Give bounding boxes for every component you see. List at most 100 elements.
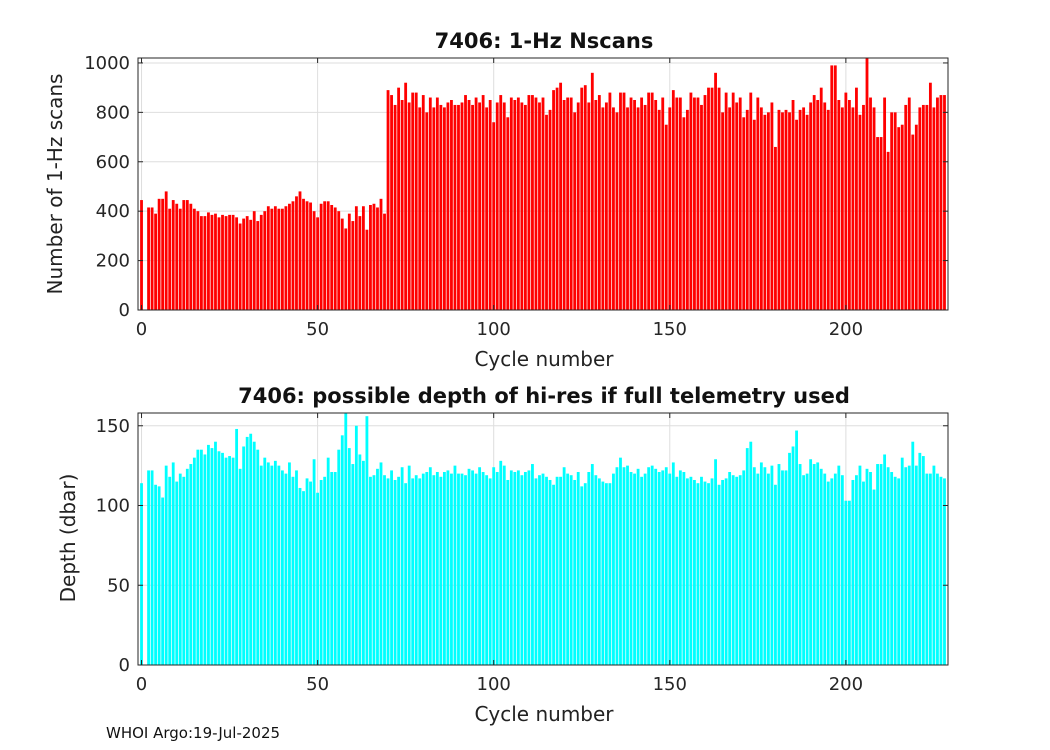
- depth-bar-cycle-108: [520, 475, 524, 665]
- depth-bar-cycle-92: [464, 475, 467, 665]
- depth-bar-cycle-225: [932, 465, 936, 665]
- depth-y-tick-label-2: 100: [96, 496, 130, 517]
- nscans-bar-cycle-75: [404, 82, 408, 311]
- nscans-bar-cycle-79: [418, 107, 422, 310]
- depth-bar-cycle-135: [615, 467, 619, 665]
- depth-bar-cycle-60: [351, 464, 355, 665]
- nscans-bar-cycle-30: [245, 216, 249, 310]
- depth-bar-cycle-196: [830, 478, 834, 665]
- depth-bar-cycle-106: [513, 472, 517, 665]
- nscans-bar-cycle-195: [826, 109, 830, 310]
- nscans-bar-cycle-161: [707, 87, 710, 311]
- nscans-bar-cycle-225: [932, 107, 936, 310]
- nscans-bar-cycle-94: [471, 104, 474, 310]
- nscans-bar-cycle-8: [168, 208, 172, 310]
- nscans-bar-cycle-184: [788, 112, 791, 310]
- nscans-bar-cycle-169: [735, 102, 739, 310]
- depth-bar-cycle-33: [256, 449, 260, 665]
- nscans-bar-cycle-159: [700, 104, 703, 310]
- nscans-bar-cycle-70: [386, 90, 390, 311]
- nscans-bar-cycle-102: [499, 95, 503, 310]
- depth-bar-cycle-18: [203, 454, 207, 665]
- depth-bar-cycle-160: [703, 481, 707, 665]
- depth-bar-cycle-152: [675, 476, 679, 665]
- nscans-bar-cycle-63: [361, 206, 365, 310]
- depth-bar-cycle-41: [284, 473, 288, 665]
- nscans-bar-cycle-105: [509, 97, 513, 310]
- nscans-bar-cycle-130: [597, 95, 601, 310]
- nscans-bar-cycle-61: [354, 206, 358, 310]
- depth-bar-cycle-35: [263, 457, 267, 665]
- depth-bar-cycle-124: [576, 472, 580, 665]
- nscans-y-tick-label-1: 200: [96, 251, 130, 272]
- depth-bar-cycle-187: [798, 464, 802, 665]
- nscans-bar-cycle-170: [738, 97, 742, 310]
- nscans-bar-cycle-197: [833, 65, 837, 310]
- nscans-bar-cycle-59: [347, 213, 351, 310]
- depth-bar-cycle-109: [523, 472, 527, 665]
- depth-bar-cycle-95: [474, 473, 478, 665]
- depth-bar-cycle-136: [619, 457, 622, 665]
- nscans-bar-cycle-217: [904, 104, 908, 310]
- depth-y-tick-label-1: 50: [107, 575, 130, 596]
- nscans-bar-cycle-7: [164, 191, 168, 310]
- nscans-y-tick-label-0: 0: [119, 300, 130, 321]
- depth-bar-cycle-62: [358, 454, 362, 665]
- nscans-bar-cycle-46: [302, 198, 305, 310]
- depth-bar-cycle-125: [580, 486, 584, 665]
- nscans-chart-xlabel: Cycle number: [474, 347, 614, 371]
- nscans-bar-cycle-142: [640, 97, 644, 310]
- depth-axes-box: [137, 412, 949, 666]
- nscans-bar-cycle-153: [678, 97, 682, 310]
- depth-bar-cycle-197: [833, 473, 837, 665]
- depth-bar-cycle-89: [453, 465, 457, 665]
- nscans-bar-cycle-210: [879, 137, 883, 310]
- nscans-bar-cycle-163: [714, 72, 717, 310]
- depth-bar-cycle-189: [805, 473, 809, 665]
- depth-bar-cycle-40: [280, 470, 284, 665]
- nscans-bar-cycle-179: [770, 102, 774, 310]
- nscans-bar-cycle-109: [523, 104, 527, 310]
- nscans-bar-cycle-208: [872, 107, 876, 310]
- nscans-bar-cycle-65: [369, 205, 372, 310]
- depth-bar-cycle-32: [252, 441, 256, 665]
- depth-bar-cycle-58: [344, 413, 348, 665]
- nscans-bar-cycle-51: [319, 203, 323, 310]
- depth-bar-cycle-214: [893, 476, 897, 665]
- nscans-bar-cycle-203: [855, 87, 858, 311]
- depth-bar-cycle-121: [566, 473, 570, 665]
- depth-bar-cycle-14: [189, 464, 193, 665]
- depth-bar-cycle-185: [791, 446, 795, 665]
- nscans-bar-cycle-13: [185, 200, 189, 310]
- depth-bar-cycle-206: [865, 468, 869, 665]
- depth-bar-cycle-45: [298, 487, 302, 665]
- depth-bar-cycle-21: [214, 441, 217, 665]
- nscans-bar-cycle-145: [650, 92, 654, 310]
- depth-bar-cycle-156: [689, 476, 693, 665]
- depth-bar-cycle-178: [766, 473, 770, 665]
- nscans-bar-cycle-126: [583, 85, 587, 311]
- nscans-bar-cycle-100: [492, 122, 496, 311]
- nscans-bar-cycle-200: [844, 92, 848, 310]
- depth-y-tick-label-3: 150: [96, 416, 130, 437]
- nscans-bar-cycle-35: [263, 211, 267, 310]
- nscans-bar-cycle-152: [675, 97, 679, 310]
- depth-bar-cycle-170: [738, 475, 742, 665]
- nscans-bar-cycle-207: [869, 97, 872, 310]
- depth-bar-cycle-105: [509, 470, 513, 665]
- depth-bar-cycle-122: [569, 475, 573, 665]
- depth-bar-cycle-144: [647, 467, 651, 665]
- depth-bar-cycle-94: [471, 470, 474, 665]
- depth-bar-cycle-134: [612, 473, 615, 665]
- nscans-bar-cycle-162: [710, 87, 714, 311]
- depth-bar-cycle-78: [414, 475, 418, 665]
- nscans-bar-cycle-33: [256, 221, 260, 310]
- depth-bar-cycle-55: [333, 472, 337, 665]
- depth-bar-cycle-87: [446, 470, 450, 665]
- nscans-bar-cycle-103: [502, 102, 506, 310]
- nscans-y-tick-label-4: 800: [96, 102, 130, 123]
- depth-bar-cycle-104: [506, 479, 510, 665]
- depth-bar-cycle-226: [936, 473, 939, 665]
- nscans-bar-cycle-124: [576, 102, 580, 310]
- depth-bar-cycle-64: [365, 416, 369, 665]
